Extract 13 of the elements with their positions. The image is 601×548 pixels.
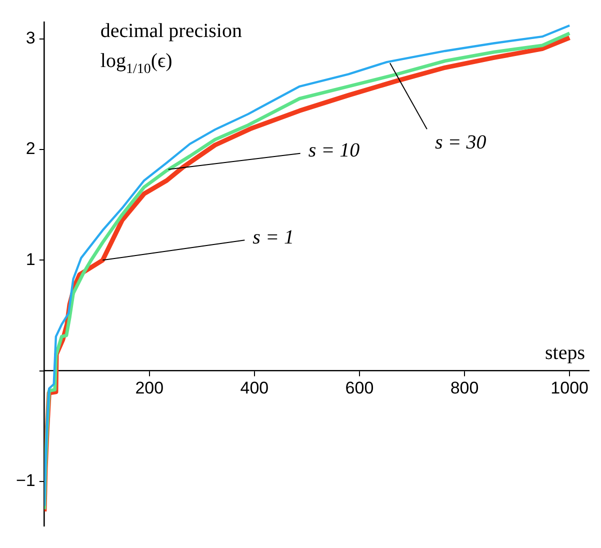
y-tick-label: 2 — [26, 139, 36, 158]
y-tick-label: −1 — [16, 471, 36, 490]
annotation: s = 1 — [252, 226, 294, 248]
annotation: s = 10 — [308, 140, 360, 162]
x-tick-label: 1000 — [550, 378, 588, 398]
x-tick-label: 800 — [450, 378, 479, 398]
annotation: s = 30 — [434, 131, 486, 154]
x-axis-title: steps — [545, 342, 586, 364]
y-tick-label: 1 — [26, 250, 36, 269]
x-tick-label: 600 — [345, 378, 374, 398]
y-tick-label: 3 — [26, 28, 36, 48]
x-tick-label: 400 — [240, 378, 269, 398]
x-tick-label: 200 — [135, 378, 164, 398]
